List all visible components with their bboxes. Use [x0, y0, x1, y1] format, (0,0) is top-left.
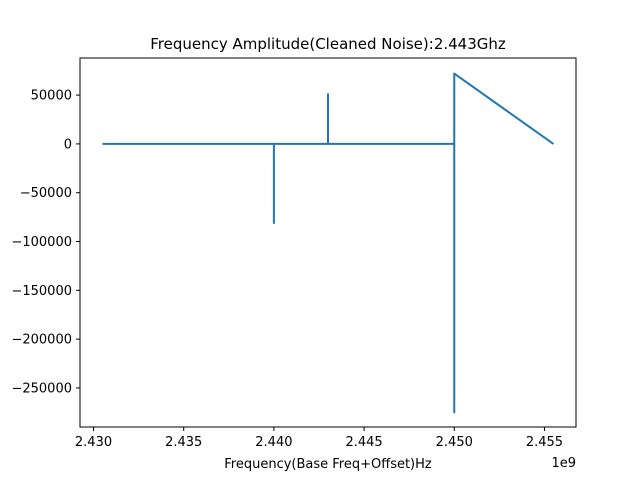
x-tick-label: 2.455 — [526, 435, 563, 450]
y-tick-label: −250000 — [11, 381, 72, 396]
x-tick-label: 2.440 — [255, 435, 292, 450]
y-tick-label: 50000 — [31, 89, 72, 104]
x-tick-label: 2.430 — [75, 435, 112, 450]
y-axis-ticks: 50000 0 −50000 −100000 −150000 −200000 −250000 — [11, 89, 80, 396]
chart-title: Frequency Amplitude(Cleaned Noise):2.443… — [150, 35, 506, 53]
series-line-1 — [102, 72, 555, 414]
x-tick-label: 2.435 — [165, 435, 202, 450]
x-tick-label: 2.450 — [436, 435, 473, 450]
y-tick-label: −150000 — [11, 284, 72, 299]
x-axis-ticks: 2.430 2.435 2.440 2.445 2.450 2.455 — [75, 427, 563, 450]
y-tick-label: 0 — [64, 137, 72, 152]
plot-area — [102, 72, 555, 414]
axes-frame — [79, 57, 577, 428]
x-tick-label: 2.445 — [345, 435, 382, 450]
y-tick-label: −50000 — [20, 186, 72, 201]
y-tick-label: −100000 — [11, 235, 72, 250]
y-tick-label: −200000 — [11, 333, 72, 348]
x-axis-label: Frequency(Base Freq+Offset)Hz — [224, 457, 432, 472]
x-offset-label: 1e9 — [551, 456, 576, 471]
